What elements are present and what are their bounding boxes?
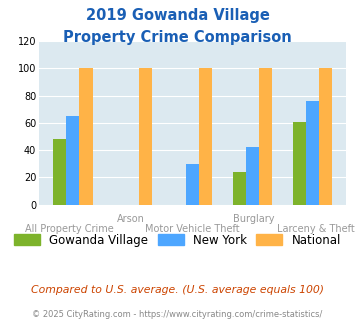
Text: Property Crime Comparison: Property Crime Comparison <box>63 30 292 45</box>
Bar <box>233 172 246 205</box>
Text: All Property Crime: All Property Crime <box>26 224 114 234</box>
Bar <box>319 69 332 205</box>
Text: © 2025 CityRating.com - https://www.cityrating.com/crime-statistics/: © 2025 CityRating.com - https://www.city… <box>32 310 323 319</box>
Bar <box>199 69 212 205</box>
Bar <box>66 116 80 205</box>
Bar <box>293 121 306 205</box>
Bar <box>259 69 272 205</box>
Text: Burglary: Burglary <box>233 214 275 224</box>
Bar <box>139 69 152 205</box>
Text: Compared to U.S. average. (U.S. average equals 100): Compared to U.S. average. (U.S. average … <box>31 285 324 295</box>
Legend: Gowanda Village, New York, National: Gowanda Village, New York, National <box>9 229 346 251</box>
Bar <box>306 101 319 205</box>
Text: 2019 Gowanda Village: 2019 Gowanda Village <box>86 8 269 23</box>
Bar <box>246 148 259 205</box>
Bar <box>186 164 199 205</box>
Text: Larceny & Theft: Larceny & Theft <box>277 224 354 234</box>
Bar <box>80 69 93 205</box>
Text: Motor Vehicle Theft: Motor Vehicle Theft <box>145 224 240 234</box>
Text: Arson: Arson <box>117 214 145 224</box>
Bar <box>53 139 66 205</box>
